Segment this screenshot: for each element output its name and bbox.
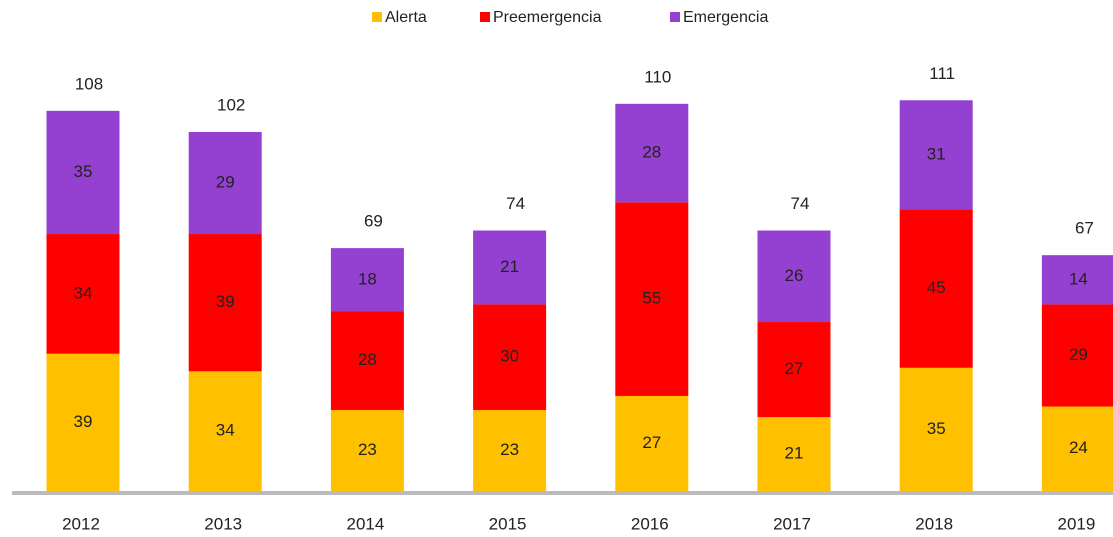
data-label: 31 bbox=[927, 144, 946, 163]
data-label: 23 bbox=[500, 440, 519, 459]
bar-segment bbox=[899, 100, 973, 210]
x-tick-label: 2018 bbox=[915, 514, 953, 533]
total-label: 102 bbox=[217, 95, 245, 114]
total-label: 74 bbox=[791, 194, 810, 213]
bar-segment bbox=[46, 353, 120, 491]
data-label: 35 bbox=[927, 419, 946, 438]
total-label: 108 bbox=[75, 74, 103, 93]
data-label: 30 bbox=[500, 347, 519, 366]
data-label: 23 bbox=[358, 440, 377, 459]
data-label: 28 bbox=[642, 143, 661, 162]
data-label: 34 bbox=[216, 421, 235, 440]
data-label: 35 bbox=[74, 162, 93, 181]
data-label: 34 bbox=[74, 283, 93, 302]
bar-segment bbox=[899, 209, 973, 368]
data-label: 28 bbox=[358, 350, 377, 369]
legend-swatch bbox=[480, 12, 490, 22]
data-label: 29 bbox=[1069, 345, 1088, 364]
x-tick-label: 2016 bbox=[631, 514, 669, 533]
bar-segment bbox=[615, 202, 689, 396]
bar-segment bbox=[46, 234, 120, 354]
data-label: 24 bbox=[1069, 438, 1088, 457]
total-label: 74 bbox=[506, 194, 525, 213]
data-label: 45 bbox=[927, 278, 946, 297]
x-tick-label: 2015 bbox=[489, 514, 527, 533]
legend-label: Preemergencia bbox=[493, 9, 602, 26]
bar-segment bbox=[330, 248, 404, 312]
data-label: 21 bbox=[500, 257, 519, 276]
bar-segment bbox=[46, 110, 120, 235]
data-label: 27 bbox=[642, 433, 661, 452]
total-label: 110 bbox=[644, 67, 671, 86]
data-label: 21 bbox=[785, 444, 804, 463]
data-label: 18 bbox=[358, 269, 377, 288]
bar-segment bbox=[757, 230, 831, 323]
data-label: 39 bbox=[74, 412, 93, 431]
data-label: 27 bbox=[785, 359, 804, 378]
bar-segment bbox=[615, 395, 689, 491]
bar-segment bbox=[188, 371, 262, 491]
bar-segment bbox=[188, 234, 262, 372]
x-tick-label: 2012 bbox=[62, 514, 100, 533]
data-label: 29 bbox=[216, 172, 235, 191]
legend-label: Emergencia bbox=[683, 9, 768, 26]
legend-label: Alerta bbox=[385, 9, 427, 26]
bar-segment bbox=[757, 322, 831, 418]
data-label: 26 bbox=[785, 266, 804, 285]
total-label: 69 bbox=[364, 212, 383, 231]
bar-segment bbox=[330, 410, 404, 491]
data-label: 39 bbox=[216, 292, 235, 311]
x-tick-label: 2019 bbox=[1057, 514, 1095, 533]
x-tick-label: 2013 bbox=[204, 514, 242, 533]
total-label: 111 bbox=[929, 64, 955, 83]
bar-segment bbox=[473, 304, 547, 411]
x-tick-label: 2017 bbox=[773, 514, 811, 533]
data-label: 55 bbox=[642, 289, 661, 308]
bar-segment bbox=[330, 311, 404, 411]
data-label: 14 bbox=[1069, 269, 1088, 288]
bar-segment bbox=[188, 131, 262, 235]
bar-segment bbox=[1041, 255, 1113, 305]
x-tick-label: 2014 bbox=[346, 514, 384, 533]
bar-segment bbox=[757, 417, 831, 491]
legend-swatch bbox=[372, 12, 382, 22]
bar-segment bbox=[473, 410, 547, 491]
bar-segment bbox=[473, 230, 547, 305]
bar-segment bbox=[1041, 304, 1113, 407]
legend-swatch bbox=[670, 12, 680, 22]
bar-segment bbox=[615, 103, 689, 203]
total-label: 67 bbox=[1075, 219, 1094, 238]
bar-segment bbox=[899, 367, 973, 491]
bar-segment bbox=[1041, 406, 1113, 491]
